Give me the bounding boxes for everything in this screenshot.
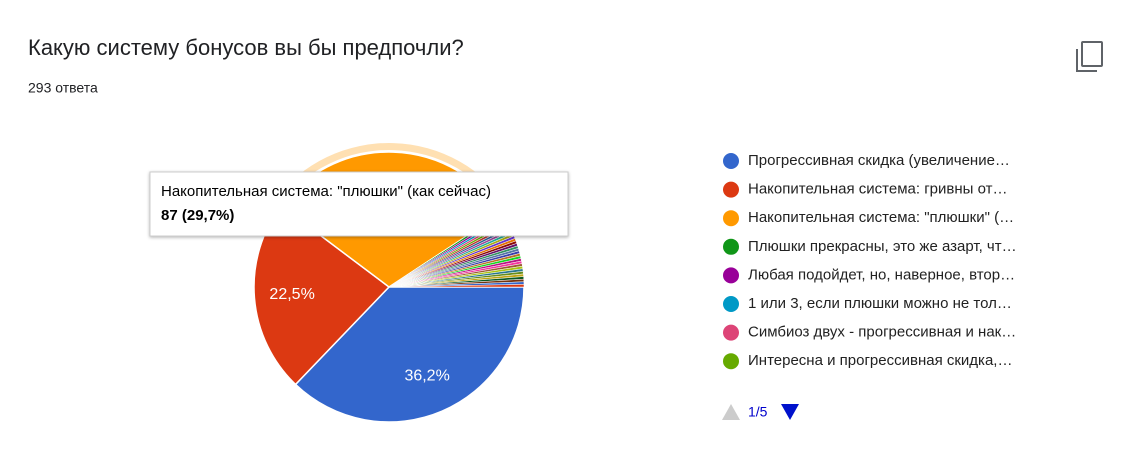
legend-swatch: [723, 267, 739, 284]
next-page[interactable]: [781, 404, 799, 420]
legend-swatch: [723, 353, 739, 370]
legend-swatch: [723, 153, 739, 169]
tooltip-value: 87 (29,7%): [161, 207, 234, 224]
legend-label: Интересна и прогрессивная скидка,…: [748, 352, 1012, 369]
legend-label: Любая подойдет, но, наверное, втор…: [748, 266, 1015, 283]
legend-label: Накопительная система: гривны от…: [748, 181, 1007, 198]
legend: Прогрессивная скидка (увеличение… Накопит…: [723, 152, 1017, 370]
tooltip-label: Накопительная система: "плюшки" (как сей…: [161, 183, 491, 200]
slice-label: 36,2%: [404, 368, 449, 385]
slice-highlight: [273, 143, 510, 212]
subtitle: 293 ответа: [28, 80, 98, 96]
legend-swatch: [723, 238, 739, 255]
legend-pager: 1/5: [722, 404, 799, 420]
legend-label: Накопительная система: "плюшки" (…: [748, 209, 1014, 226]
tooltip: Накопительная система: "плюшки" (как сей…: [149, 171, 569, 237]
slice-labels: 36,2% 22,5%: [269, 286, 449, 385]
legend-swatch: [723, 324, 739, 341]
slice: [294, 286, 525, 423]
legend-swatch: [723, 210, 739, 227]
legend-label: Плюшки прекрасны, это же азарт, чт…: [748, 238, 1017, 255]
copy-icon[interactable]: [1076, 41, 1103, 72]
legend-label: Симбиоз двух - прогрессивная и нак…: [748, 324, 1016, 341]
legend-swatch: [723, 181, 739, 198]
prev-page[interactable]: [722, 404, 740, 420]
slice-label: 22,5%: [269, 286, 314, 303]
legend-label: Прогрессивная скидка (увеличение…: [748, 152, 1010, 169]
legend-label: 1 или 3, если плюшки можно не тол…: [748, 295, 1012, 312]
page-number: 1/5: [748, 404, 768, 420]
chart-title: Какую систему бонусов вы бы предпочли?: [28, 35, 464, 60]
slice: [388, 284, 525, 288]
legend-swatch: [723, 296, 739, 312]
